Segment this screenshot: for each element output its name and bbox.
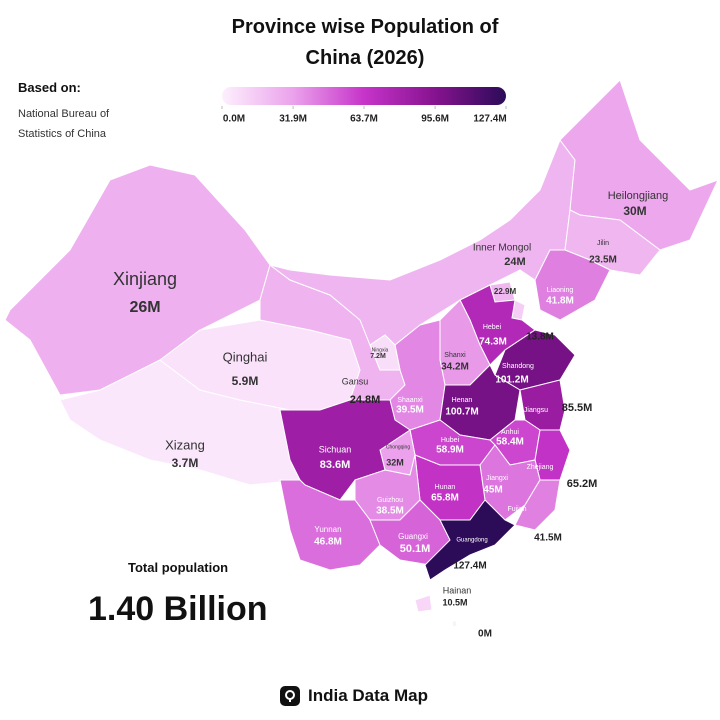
- colorbar-tick-label: 127.4M: [473, 114, 506, 125]
- province-value: 7.2M: [370, 353, 386, 360]
- province-value: 58.9M: [436, 445, 464, 456]
- colorbar-tick-label: 0.0M: [223, 114, 245, 125]
- total-label: Total population: [128, 560, 229, 575]
- province-name: Qinghai: [223, 349, 268, 364]
- province-name: Inner Mongol: [473, 243, 531, 254]
- province-name: Hebei: [483, 324, 502, 331]
- province-name: Liaoning: [547, 287, 574, 294]
- province: [451, 619, 458, 628]
- province-value: 45M: [483, 485, 502, 496]
- province-name: Chongqing: [386, 444, 410, 450]
- footer-text: India Data Map: [308, 686, 428, 705]
- province-value: 30M: [623, 204, 646, 218]
- labels: Xinjiang 26M Xizang 3.7M Qinghai 5.9M Gansu 24.…: [113, 190, 668, 640]
- province-name: Sichuan: [319, 444, 352, 454]
- province-value: 85.5M: [562, 402, 593, 414]
- source-heading: Based on:: [18, 80, 81, 95]
- province-value: 22.9M: [494, 287, 517, 296]
- province-name: Jiangxi: [486, 475, 508, 482]
- province-value: 65.8M: [431, 493, 459, 504]
- province-name: Shanxi: [444, 352, 466, 359]
- province-value: 26M: [129, 299, 160, 316]
- province-name: Yunnan: [314, 525, 341, 534]
- source: National Bureau of Statistics of China: [18, 108, 110, 140]
- province-name: Henan: [452, 397, 473, 404]
- province-value: 23.5M: [589, 255, 617, 266]
- province-value: 38.5M: [376, 506, 404, 517]
- province-name: Heilongjiang: [608, 190, 669, 202]
- province-name: Xinjiang: [113, 269, 177, 289]
- footer-icon: [280, 686, 300, 706]
- province-value: 5.9M: [232, 374, 259, 388]
- province-name: Guangxi: [398, 532, 428, 541]
- province-name: Shandong: [502, 363, 534, 370]
- province-name: Hunan: [435, 484, 456, 491]
- province-value: 10.5M: [442, 597, 467, 607]
- province-value: 46.8M: [314, 537, 342, 548]
- province: [414, 594, 433, 613]
- province-value: 100.7M: [445, 407, 478, 418]
- province-name: Gansu: [342, 376, 369, 386]
- province-name: Ningxia: [372, 347, 389, 353]
- province-value: 13.8M: [526, 332, 554, 343]
- province-name: Shaanxi: [397, 397, 423, 404]
- province-name: Jilin: [597, 240, 609, 247]
- province-value: 58.4M: [496, 437, 524, 448]
- colorbar: [222, 87, 506, 105]
- province: [369, 334, 401, 371]
- province-name: Hubei: [441, 437, 460, 444]
- province-name: Jiangsu: [524, 407, 548, 414]
- colorbar-tick-label: 31.9M: [279, 114, 307, 125]
- province-value: 41.5M: [534, 533, 562, 544]
- colorbar-tick-label: 95.6M: [421, 114, 449, 125]
- province-name: Xizang: [165, 437, 205, 452]
- province-value: 0M: [478, 629, 492, 640]
- province-name: Zhejiang: [527, 464, 554, 471]
- province-name: Guizhou: [377, 497, 403, 504]
- province: [424, 499, 516, 581]
- province-value: 24M: [504, 256, 525, 268]
- province-value: 3.7M: [172, 456, 199, 470]
- footer: India Data Map: [280, 686, 428, 706]
- province-value: 65.2M: [567, 478, 598, 490]
- province-value: 50.1M: [400, 543, 431, 555]
- province-value: 127.4M: [453, 561, 486, 572]
- province-name: Guangdong: [456, 538, 487, 544]
- province-value: 83.6M: [320, 459, 351, 471]
- provinces: [4, 79, 719, 628]
- province-name: Fujian: [507, 506, 526, 513]
- province-value: 34.2M: [441, 362, 469, 373]
- total-value: 1.40 Billion: [88, 590, 268, 628]
- province-value: 74.3M: [479, 337, 507, 348]
- province-name: Hainan: [443, 585, 472, 595]
- colorbar-tick-label: 63.7M: [350, 114, 378, 125]
- province-name: Anhui: [501, 429, 519, 436]
- province: [534, 429, 571, 481]
- province-value: 32M: [386, 457, 404, 467]
- title: Province wise Population of China (2026): [231, 16, 499, 69]
- province: [534, 249, 611, 321]
- province-value: 101.2M: [495, 375, 528, 386]
- province-value: 39.5M: [396, 405, 424, 416]
- province-value: 41.8M: [546, 296, 574, 307]
- province-value: 24.8M: [350, 394, 381, 406]
